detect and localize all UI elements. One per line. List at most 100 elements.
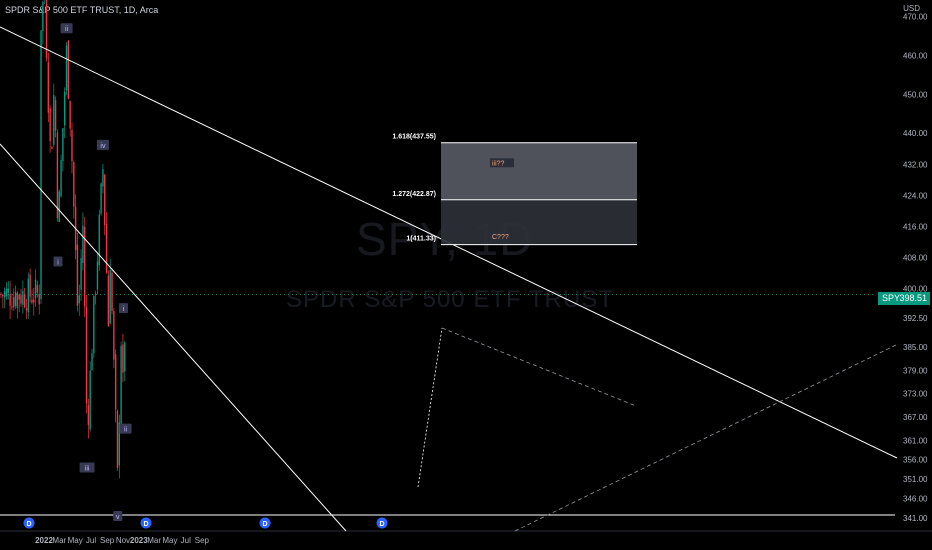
wave-label-box [113,511,123,522]
candle-body [89,370,91,430]
y-tick-label: 440.00 [903,129,928,138]
dividend-marker-label: D [26,521,31,528]
candle-body [14,291,17,306]
wave-label-box [53,256,63,267]
projection-line [441,327,637,407]
candle-body [64,91,66,126]
lower-trendline [0,143,347,532]
y-tick-label: 470.00 [903,13,928,22]
candle-body [62,128,64,162]
candle-body [91,353,93,371]
candle-body [94,293,97,295]
wave-label-box [60,23,73,34]
candle-body [73,162,75,207]
wave-label: ii [124,427,128,434]
wave-label: iii [85,465,90,472]
target-label-box [490,158,514,168]
candle-body [9,293,11,306]
candle-body [118,422,120,466]
x-tick-label: Nov [116,536,130,545]
wave-label-box [79,462,95,473]
candle-body [53,94,55,145]
candle-body [16,292,19,308]
y-tick-label: 460.00 [903,51,928,60]
wave-label: iv [100,143,106,150]
x-tick-label: Jul [86,536,96,545]
y-tick-label: 341.00 [903,514,928,523]
dividend-marker [23,517,35,529]
candle-body [109,270,111,324]
y-tick-label: 385.00 [903,343,928,352]
fib-level-label: 1.272(422.87) [392,191,436,198]
candle-body [100,183,102,214]
candle-body [124,342,126,372]
candle-body [84,227,86,307]
y-tick-label: 379.00 [903,366,928,375]
candle-body [49,108,51,142]
last-price-badge: SPY 398.51 [878,292,930,305]
candle-body [93,295,95,353]
y-tick-label: 351.00 [903,475,928,484]
candle-body [3,291,6,298]
projection-support-line [514,343,899,532]
badge-symbol: SPY [882,293,901,303]
wave-label: i [123,306,125,313]
y-tick-label: 356.00 [903,456,928,465]
x-tick-label: Sep [195,536,210,545]
wave-label: ii [65,26,69,33]
dividend-marker [259,517,271,529]
y-tick-label: 367.00 [903,413,928,422]
candle-body [87,405,90,426]
candle-body [42,2,44,32]
candle-body [67,41,70,99]
candle-body [98,214,100,266]
y-tick-label: 392.50 [903,314,928,323]
candle-body [107,275,110,327]
wave-label-box [119,423,132,434]
candle-body [0,293,2,295]
wave-connector [417,327,443,488]
candle-body [56,132,59,218]
y-tick-label: 400.00 [903,285,928,294]
wave-label: v [116,514,120,521]
y-tick-label: 373.00 [903,390,928,399]
currency-label: USD [903,4,920,13]
y-tick-label: 424.00 [903,191,928,200]
fib-level-label: 1.618(437.55) [392,134,436,141]
candle-body [102,169,104,187]
candle-body [27,278,29,313]
candle-body [65,45,68,91]
candle-body [122,344,124,373]
candle-body [58,191,60,223]
target-label-box [490,232,510,242]
wave-label: i [57,259,59,266]
candle-body [33,299,35,303]
candle-body [114,354,117,410]
y-tick-label: 361.00 [903,436,928,445]
candle-body [80,257,82,290]
candle-body [20,295,22,304]
candle-body [29,274,31,297]
candle-body [69,100,71,129]
watermark-name: SPDR S&P 500 ETF TRUST [286,286,614,313]
y-tick-label: 346.00 [903,495,928,504]
target-label: iii?? [492,160,505,167]
candle-body [113,311,115,360]
x-tick-label: Mar [147,536,161,545]
candle-body [36,285,39,293]
dividend-marker [140,517,152,529]
x-tick-label: Jul [181,536,191,545]
candle-body [34,279,37,299]
candle-body [31,299,33,303]
y-tick-label: 450.00 [903,90,928,99]
fib-zone-upper [441,142,637,200]
candle-body [22,290,24,305]
candle-body [40,30,42,300]
candle-body [104,174,106,226]
candle-body [23,294,26,308]
candle-body [96,261,99,290]
x-tick-label: Mar [52,536,66,545]
y-tick-label: 408.00 [903,254,928,263]
candle-body [13,297,15,308]
